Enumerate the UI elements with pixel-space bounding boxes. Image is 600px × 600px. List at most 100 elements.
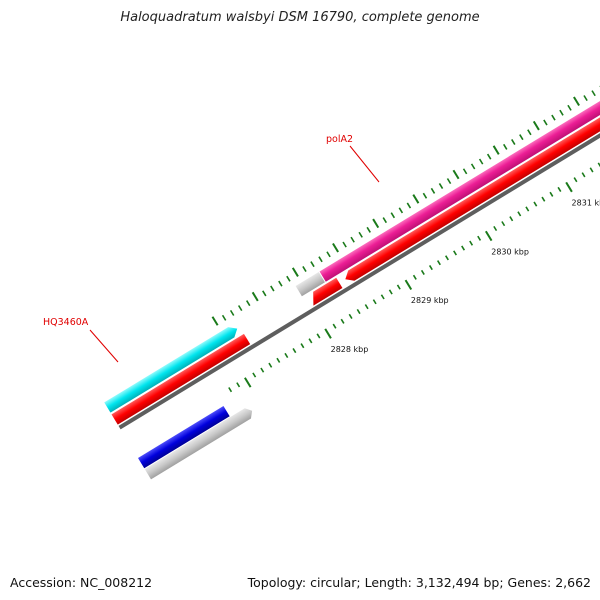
outer-major-tick	[372, 218, 380, 229]
outer-minor-tick	[478, 158, 484, 165]
outer-minor-tick	[559, 109, 564, 116]
scale-minor-tick	[445, 255, 449, 261]
outer-minor-tick	[262, 290, 267, 297]
scale-major-tick	[484, 230, 493, 242]
scale-minor-tick	[340, 318, 345, 324]
outer-minor-tick	[390, 212, 396, 219]
scale-minor-tick	[533, 201, 538, 207]
genome-backbone	[118, 0, 600, 430]
scale-minor-tick	[348, 313, 353, 319]
scale-minor-tick	[541, 196, 546, 202]
outer-minor-tick	[342, 241, 347, 248]
scale-minor-tick	[557, 186, 562, 192]
scale-minor-tick	[356, 308, 361, 315]
outer-minor-tick	[446, 178, 452, 185]
outer-minor-tick	[278, 280, 283, 287]
outer-minor-tick	[486, 153, 492, 160]
scale-minor-tick	[453, 250, 458, 256]
gene-label-pola2[interactable]: polA2	[326, 134, 353, 145]
outer-major-tick	[291, 267, 299, 277]
outer-major-tick	[251, 291, 259, 302]
scale-minor-tick	[300, 343, 305, 349]
outer-minor-tick	[503, 143, 508, 150]
scale-minor-tick	[509, 216, 514, 222]
reverse-gene-small	[313, 277, 343, 306]
outer-minor-tick	[237, 305, 243, 312]
outer-minor-tick	[551, 114, 556, 121]
scale-minor-tick	[436, 260, 441, 266]
scale-minor-tick	[525, 206, 530, 212]
outer-minor-tick	[382, 217, 388, 224]
scale-minor-tick	[517, 211, 522, 217]
scale-minor-tick	[412, 274, 417, 280]
outer-tick-ring	[211, 85, 600, 326]
scale-minor-tick	[332, 323, 337, 329]
scale-minor-tick	[388, 289, 393, 295]
scale-minor-tick	[428, 265, 433, 271]
scale-minor-tick	[396, 284, 401, 290]
gene-pola2[interactable]	[319, 0, 600, 282]
outer-major-tick	[412, 194, 420, 204]
outer-minor-tick	[302, 266, 307, 272]
outer-minor-tick	[438, 182, 444, 189]
label-leader-hq3460a	[89, 329, 119, 363]
scale-minor-tick	[260, 367, 265, 373]
scale-label: 2829 kbp	[411, 296, 449, 305]
outer-minor-tick	[422, 192, 428, 199]
label-leader-pola2	[349, 145, 380, 183]
outer-major-tick	[573, 96, 580, 107]
scale-minor-tick	[228, 387, 233, 393]
outer-major-tick	[532, 120, 540, 131]
outer-minor-tick	[591, 90, 596, 97]
scale-major-tick	[244, 377, 252, 388]
scale-minor-tick	[420, 269, 425, 276]
reverse-gene-long	[345, 0, 600, 281]
outer-minor-tick	[511, 139, 516, 145]
outer-major-tick	[492, 145, 500, 155]
outer-minor-tick	[398, 207, 404, 214]
gene-hq3460a[interactable]	[295, 272, 325, 297]
outer-minor-tick	[519, 134, 524, 141]
scale-major-tick	[404, 279, 413, 291]
outer-minor-tick	[358, 231, 363, 238]
scale-minor-tick	[549, 191, 554, 197]
outer-minor-tick	[567, 104, 572, 111]
outer-minor-tick	[406, 202, 412, 209]
scale-minor-tick	[268, 362, 273, 368]
scale-minor-tick	[461, 245, 466, 251]
cyan-rna-feature	[104, 327, 238, 413]
scale-minor-tick	[380, 294, 385, 300]
outer-minor-tick	[350, 236, 355, 243]
outer-minor-tick	[430, 187, 436, 194]
scale-minor-tick	[573, 177, 578, 183]
reverse-gene-left	[111, 333, 251, 425]
outer-minor-tick	[245, 300, 251, 307]
scale-minor-tick	[236, 382, 241, 388]
scale-minor-tick	[252, 372, 257, 378]
outer-major-tick	[452, 169, 460, 180]
accession-label: Accession: NC_008212	[10, 575, 153, 590]
genome-summary: Topology: circular; Length: 3,132,494 bp…	[247, 575, 591, 590]
outer-minor-tick	[221, 314, 227, 321]
outer-minor-tick	[270, 285, 275, 292]
scale-minor-tick	[364, 304, 369, 310]
scale-minor-tick	[316, 333, 321, 339]
scale-minor-tick	[589, 167, 594, 173]
scale-minor-tick	[292, 348, 297, 354]
map-title: Haloquadratum walsbyi DSM 16790, complet…	[120, 10, 480, 25]
forward-gene-track	[104, 0, 600, 413]
reverse-gene-track	[111, 0, 600, 480]
scale-minor-tick	[308, 338, 313, 344]
outer-minor-tick	[527, 129, 532, 136]
scale-label: 2831 kbp	[572, 199, 600, 208]
outer-minor-tick	[583, 95, 588, 102]
scale-minor-tick	[493, 225, 498, 232]
outer-major-tick	[211, 316, 219, 326]
outer-minor-tick	[326, 251, 331, 258]
scale-minor-tick	[284, 352, 289, 359]
gene-label-hq3460a[interactable]: HQ3460A	[43, 317, 89, 328]
outer-minor-tick	[229, 309, 235, 316]
